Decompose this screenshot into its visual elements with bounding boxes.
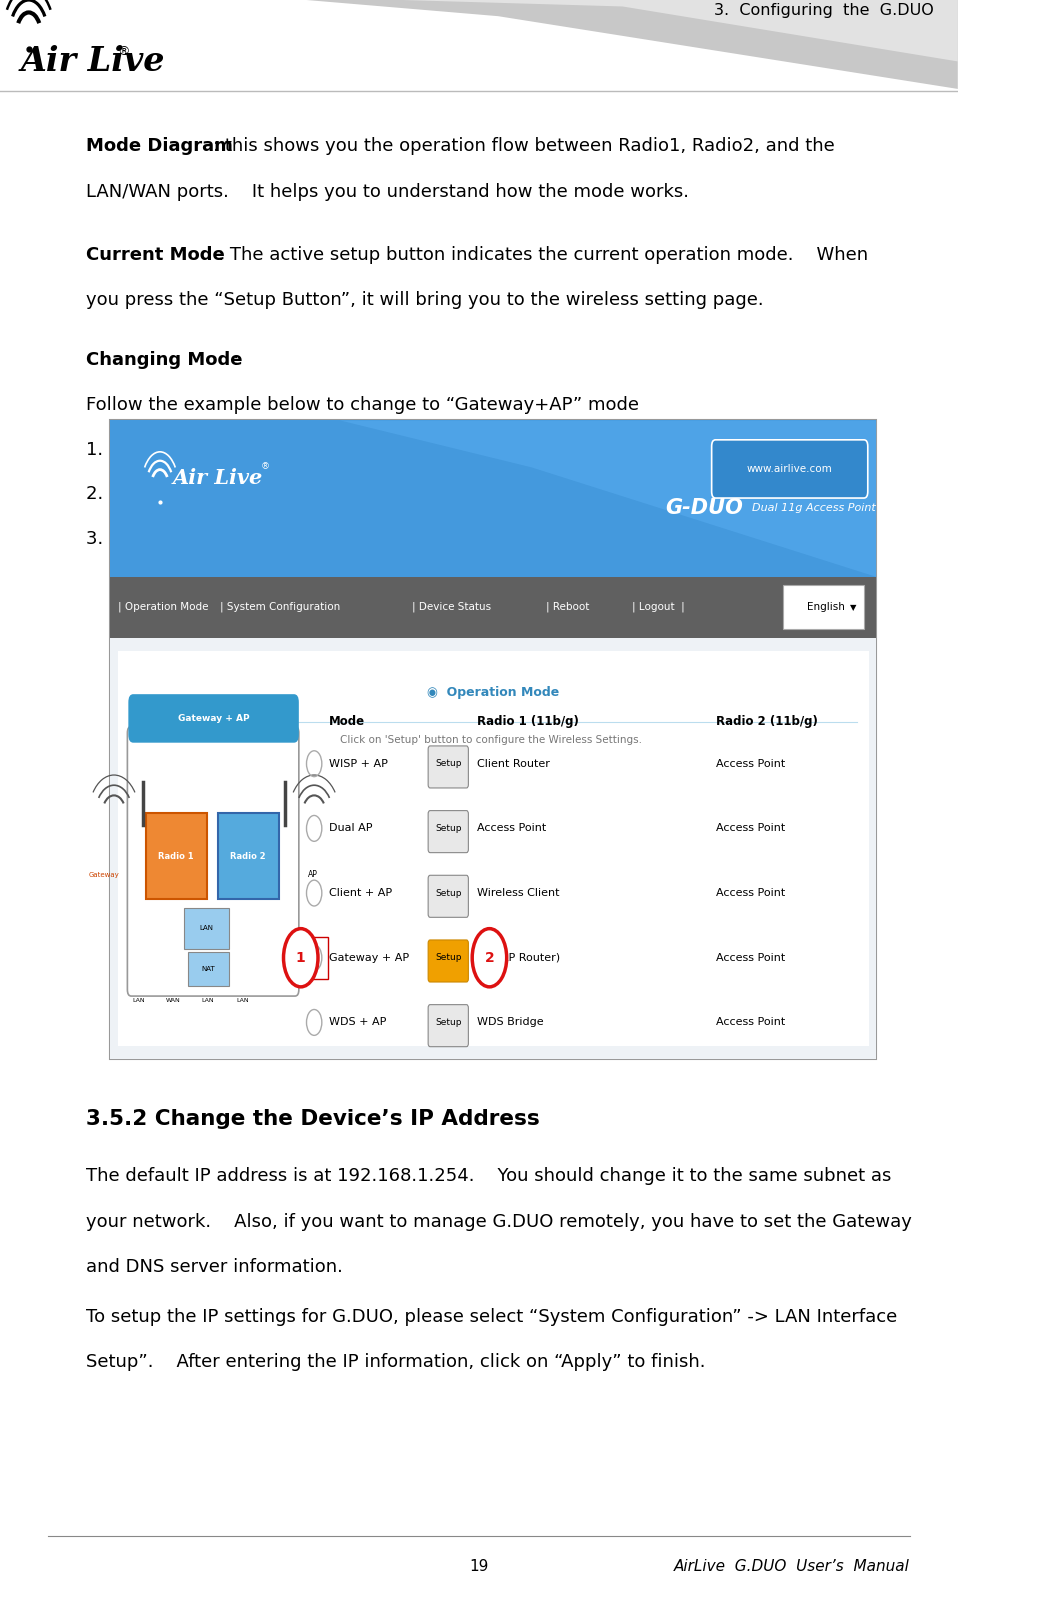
Text: Changing Mode: Changing Mode <box>86 351 243 369</box>
Text: 3.  Configuring  the  G.DUO: 3. Configuring the G.DUO <box>714 3 934 18</box>
Text: ®: ® <box>260 462 270 471</box>
Text: Setup: Setup <box>435 1019 461 1027</box>
Text: AP: AP <box>309 870 318 880</box>
FancyBboxPatch shape <box>218 813 279 899</box>
Text: NAT: NAT <box>202 965 215 972</box>
Text: Radio 1: Radio 1 <box>158 852 194 860</box>
Text: Access Point: Access Point <box>717 888 786 897</box>
Text: Wireless Client: Wireless Client <box>477 888 560 897</box>
Text: English: English <box>808 602 845 613</box>
Text: :: : <box>233 351 238 369</box>
Circle shape <box>285 930 317 985</box>
FancyBboxPatch shape <box>184 909 229 949</box>
FancyBboxPatch shape <box>428 1004 469 1046</box>
Text: Access Point: Access Point <box>717 823 786 833</box>
Text: LAN: LAN <box>202 998 214 1003</box>
Text: 3.5.2 Change the Device’s IP Address: 3.5.2 Change the Device’s IP Address <box>86 1109 540 1129</box>
Text: Setup”.    After entering the IP information, click on “Apply” to finish.: Setup”. After entering the IP informatio… <box>86 1353 706 1371</box>
Text: LAN: LAN <box>133 998 145 1003</box>
Text: Access Point: Access Point <box>717 952 786 962</box>
Text: LAN: LAN <box>200 925 213 931</box>
Text: 2.    Click on “Setup Button” button: 2. Click on “Setup Button” button <box>86 485 404 503</box>
Text: 19: 19 <box>470 1559 488 1573</box>
Text: Client + AP: Client + AP <box>328 888 391 897</box>
Text: Setup: Setup <box>435 889 461 897</box>
Text: Radio 2: Radio 2 <box>230 852 266 860</box>
FancyBboxPatch shape <box>128 726 299 996</box>
Text: ®: ® <box>117 45 130 58</box>
FancyBboxPatch shape <box>188 952 229 985</box>
Circle shape <box>473 930 505 985</box>
Text: 1: 1 <box>296 951 305 965</box>
Text: Client Router: Client Router <box>477 758 550 768</box>
Text: you press the “Setup Button”, it will bring you to the wireless setting page.: you press the “Setup Button”, it will br… <box>86 291 764 309</box>
FancyBboxPatch shape <box>428 939 469 982</box>
Text: Setup: Setup <box>435 760 461 768</box>
Text: Access Point: Access Point <box>477 823 546 833</box>
Text: Dual AP: Dual AP <box>328 823 372 833</box>
Polygon shape <box>306 0 958 89</box>
Text: your network.    Also, if you want to manage G.DUO remotely, you have to set the: your network. Also, if you want to manag… <box>86 1213 912 1231</box>
Text: Setup: Setup <box>435 825 461 833</box>
Text: LAN: LAN <box>236 998 249 1003</box>
Text: Gateway + AP: Gateway + AP <box>178 715 250 723</box>
Text: : this shows you the operation flow between Radio1, Radio2, and the: : this shows you the operation flow betw… <box>212 137 835 155</box>
Text: To setup the IP settings for G.DUO, please select “System Configuration” -> LAN : To setup the IP settings for G.DUO, plea… <box>86 1308 897 1326</box>
FancyBboxPatch shape <box>110 637 877 1059</box>
Circle shape <box>311 951 318 964</box>
Text: | Logout  |: | Logout | <box>632 602 685 613</box>
Text: AirLive  G.DUO  User’s  Manual: AirLive G.DUO User’s Manual <box>674 1559 910 1573</box>
FancyBboxPatch shape <box>711 440 868 498</box>
Text: ◉  Operation Mode: ◉ Operation Mode <box>427 686 560 699</box>
FancyBboxPatch shape <box>782 585 864 629</box>
Text: : The active setup button indicates the current operation mode.    When: : The active setup button indicates the … <box>219 246 868 264</box>
Text: Access Point: Access Point <box>717 1017 786 1027</box>
Text: | Operation Mode: | Operation Mode <box>118 602 208 613</box>
Text: Air Live: Air Live <box>21 45 165 78</box>
FancyBboxPatch shape <box>110 420 877 577</box>
Text: G-DUO: G-DUO <box>665 498 744 517</box>
Text: | Device Status: | Device Status <box>412 602 491 613</box>
Text: WDS + AP: WDS + AP <box>328 1017 386 1027</box>
Text: | System Configuration: | System Configuration <box>221 602 341 613</box>
Text: Mode Diagram: Mode Diagram <box>86 137 233 155</box>
Text: 2: 2 <box>484 951 495 965</box>
Text: Follow the example below to change to “Gateway+AP” mode: Follow the example below to change to “G… <box>86 396 639 414</box>
Text: Air Live: Air Live <box>173 467 263 488</box>
Text: The default IP address is at 192.168.1.254.    You should change it to the same : The default IP address is at 192.168.1.2… <box>86 1167 891 1185</box>
Text: WISP + AP: WISP + AP <box>328 758 387 768</box>
FancyBboxPatch shape <box>110 420 877 1059</box>
Text: WDS Bridge: WDS Bridge <box>477 1017 544 1027</box>
Text: Gateway: Gateway <box>89 872 119 878</box>
Text: ▼: ▼ <box>849 603 856 611</box>
Text: Gateway + AP: Gateway + AP <box>328 952 409 962</box>
Text: and DNS server information.: and DNS server information. <box>86 1258 343 1276</box>
FancyBboxPatch shape <box>145 813 207 899</box>
Text: LAN/WAN ports.    It helps you to understand how the mode works.: LAN/WAN ports. It helps you to understan… <box>86 183 689 201</box>
Text: 1.    Select “Gateway + AP” mode.: 1. Select “Gateway + AP” mode. <box>86 441 399 459</box>
Text: Click on 'Setup' button to configure the Wireless Settings.: Click on 'Setup' button to configure the… <box>340 734 642 744</box>
Text: WAN: WAN <box>166 998 181 1003</box>
FancyBboxPatch shape <box>428 745 469 787</box>
Text: reboot to its new mode.: reboot to its new mode. <box>160 576 376 593</box>
Text: G...(AP Router): G...(AP Router) <box>477 952 560 962</box>
Text: Mode: Mode <box>328 715 365 728</box>
Text: 3.    The AP might ask you to confirm the mode change.    Once confirm, the AP w: 3. The AP might ask you to confirm the m… <box>86 530 840 548</box>
Text: Current Mode: Current Mode <box>86 246 225 264</box>
Polygon shape <box>340 420 877 577</box>
Text: Access Point: Access Point <box>717 758 786 768</box>
Text: Dual 11g Access Point: Dual 11g Access Point <box>752 503 876 513</box>
Text: | Reboot: | Reboot <box>546 602 589 613</box>
Polygon shape <box>403 0 958 61</box>
FancyBboxPatch shape <box>428 810 469 852</box>
FancyBboxPatch shape <box>110 577 877 637</box>
Text: Setup: Setup <box>435 954 461 962</box>
FancyBboxPatch shape <box>428 875 469 917</box>
Text: Radio 1 (11b/g): Radio 1 (11b/g) <box>477 715 578 728</box>
FancyBboxPatch shape <box>129 694 299 742</box>
Text: Radio 2 (11b/g): Radio 2 (11b/g) <box>717 715 818 728</box>
FancyBboxPatch shape <box>118 650 869 1046</box>
Text: www.airlive.com: www.airlive.com <box>747 464 833 474</box>
